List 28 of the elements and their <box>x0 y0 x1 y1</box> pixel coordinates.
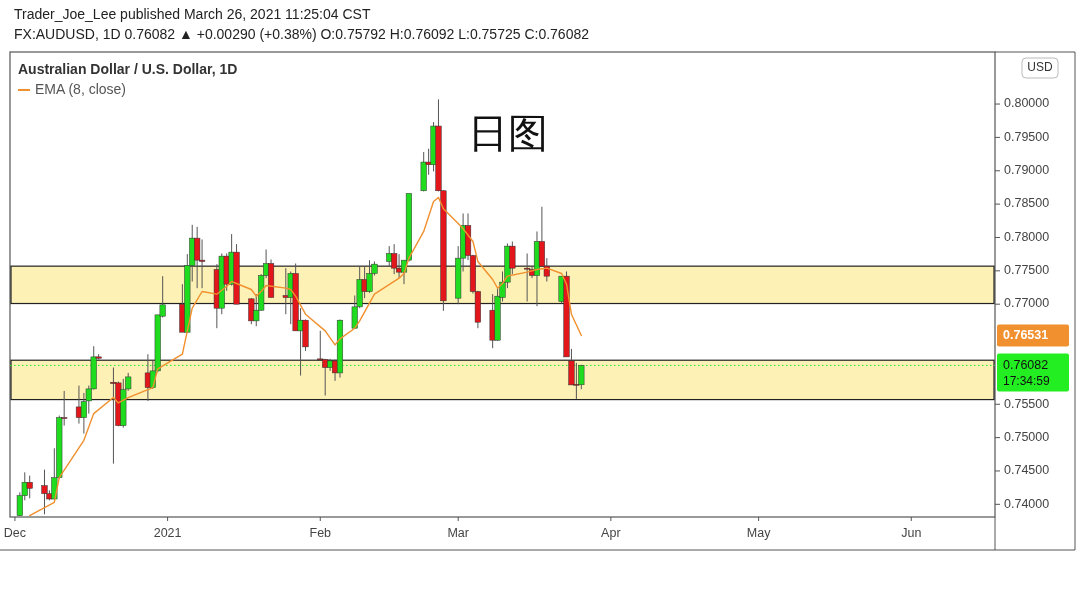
legend-label: EMA (8, close) <box>35 81 127 97</box>
y-tick-label: 0.75000 <box>1004 429 1050 444</box>
x-tick-label: Apr <box>601 526 621 540</box>
y-tick-label: 0.78000 <box>1004 229 1050 244</box>
chart-subtitle: FX:AUDUSD, 1D 0.76082 ▲ +0.00290 (+0.38%) O:0.75792 H:0.76092 L:0.75725 C:0.76082 <box>14 26 590 42</box>
text: USD <box>1027 60 1053 75</box>
y-tick-label: 0.80000 <box>1004 96 1050 111</box>
y-tick-label: 0.74500 <box>1004 463 1050 478</box>
x-tick-label: Dec <box>3 526 27 540</box>
y-tick-label: 0.79000 <box>1004 163 1050 178</box>
y-tick-label: 0.77500 <box>1004 263 1050 278</box>
y-tick-label: 0.74000 <box>1004 496 1050 511</box>
text: 17:34:59 <box>1003 373 1051 388</box>
ref-line-label: 0.76082 <box>1003 357 1049 372</box>
x-tick-label: Mar <box>447 526 469 540</box>
x-tick-label: May <box>746 526 772 540</box>
annotation: 日图 <box>468 110 548 156</box>
x-tick-label: 2021 <box>153 526 182 540</box>
y-tick-label: 0.79500 <box>1004 129 1050 144</box>
x-tick-label: Jun <box>901 526 922 540</box>
text: 0.76531 <box>1003 327 1049 342</box>
annotation: Australian Dollar / U.S. Dollar, 1D <box>18 61 238 77</box>
y-tick-label: 0.78500 <box>1004 196 1050 211</box>
y-tick-label: 0.75500 <box>1004 396 1050 411</box>
x-tick-label: Feb <box>309 526 332 540</box>
chart-title: Trader_Joe_Lee published March 26, 2021 11:25:04 CST <box>14 6 371 22</box>
line-series <box>29 196 582 517</box>
y-tick-label: 0.77000 <box>1004 296 1050 311</box>
